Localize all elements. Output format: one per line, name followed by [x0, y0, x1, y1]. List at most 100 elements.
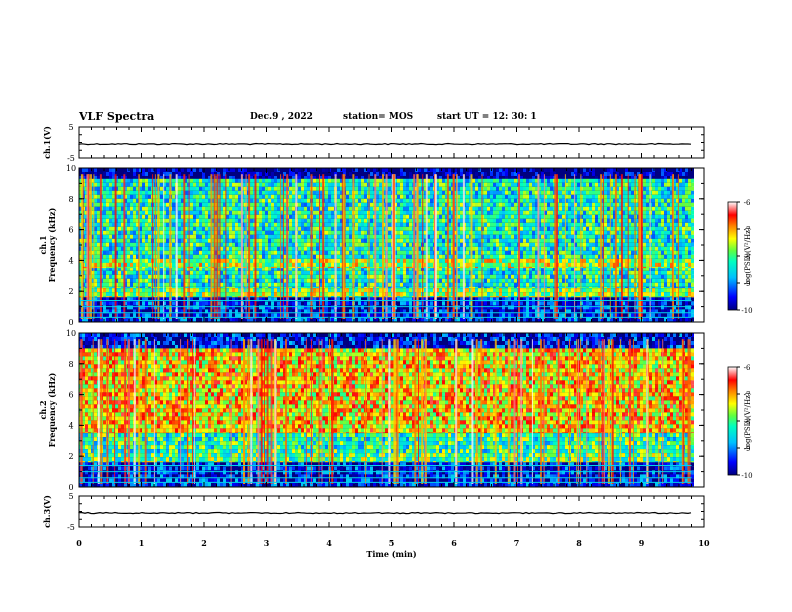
spectrogram-cell: [586, 251, 589, 255]
spectrogram-cell: [172, 207, 175, 211]
spectrogram-cell: [403, 255, 406, 259]
spectrogram-cell: [439, 199, 442, 203]
spectrogram-cell: [505, 211, 508, 215]
spectrogram-cell: [442, 183, 445, 187]
spectrogram-cell: [112, 223, 115, 227]
spectrogram-cell: [490, 211, 493, 215]
spectrogram-cell: [202, 243, 205, 247]
spectrogram-cell: [514, 251, 517, 255]
spectrogram-cell: [97, 203, 100, 207]
spectrogram-cell: [406, 211, 409, 215]
spectrogram-cell: [301, 239, 304, 243]
spectrogram-cell: [568, 168, 571, 172]
spectrogram-cell: [460, 251, 463, 255]
spectrogram-cell: [127, 227, 130, 231]
spectrogram-cell: [268, 179, 271, 183]
spectrogram-cell: [508, 219, 511, 223]
spectrogram-cell: [160, 235, 163, 239]
spectrogram-cell: [292, 255, 295, 259]
spectrogram-cell: [568, 187, 571, 191]
spectrogram-cell: [106, 251, 109, 255]
spectrogram-cell: [643, 215, 646, 219]
spectrogram-cell: [337, 239, 340, 243]
spectrogram-cell: [337, 243, 340, 247]
spectrogram-cell: [298, 176, 301, 179]
spectrogram-cell: [568, 191, 571, 195]
spectrogram-cell: [196, 199, 199, 203]
spectrogram-cell: [370, 251, 373, 255]
spectrogram-cell: [571, 207, 574, 211]
spectrogram-cell: [142, 251, 145, 255]
spectrogram-cell: [490, 191, 493, 195]
spectrogram-cell: [268, 203, 271, 207]
spectrogram-cell: [358, 199, 361, 203]
spectrogram-cell: [409, 215, 412, 219]
spectrogram-cell: [370, 239, 373, 243]
spectrogram-cell: [166, 195, 169, 199]
spectrogram-cell: [298, 172, 301, 176]
spectrogram-cell: [571, 199, 574, 203]
spectrogram-cell: [532, 176, 535, 179]
spectrogram-cell: [313, 243, 316, 247]
spectrogram-cell: [313, 235, 316, 239]
spectrogram-cell: [397, 203, 400, 207]
spectrogram-cell: [172, 255, 175, 259]
spectrogram-cell: [496, 191, 499, 195]
spectrogram-cell: [178, 183, 181, 187]
spectrogram-cell: [679, 183, 682, 187]
spectrogram-cell: [268, 223, 271, 227]
spectrogram-cell: [442, 251, 445, 255]
spectrogram-cell: [493, 176, 496, 179]
spectrogram-cell: [289, 203, 292, 207]
spectrogram-cell: [664, 247, 667, 251]
spectrogram-cell: [511, 239, 514, 243]
spectrogram-cell: [592, 239, 595, 243]
spectrogram-cell: [325, 255, 328, 259]
spectrogram-cell: [664, 227, 667, 231]
spectrogram-cell: [493, 183, 496, 187]
spectrogram-cell: [358, 179, 361, 183]
spectrogram-cell: [439, 195, 442, 199]
spectrogram-cell: [289, 211, 292, 215]
spectrogram-cell: [484, 199, 487, 203]
spectrogram-cell: [358, 255, 361, 259]
spectrogram-cell: [400, 211, 403, 215]
spectrogram-cell: [133, 215, 136, 219]
spectrogram-cell: [133, 195, 136, 199]
spectrogram-cell: [502, 179, 505, 183]
spectrogram-cell: [493, 215, 496, 219]
spectrogram-cell: [325, 223, 328, 227]
spectrogram-cell: [250, 239, 253, 243]
spectrogram-cell: [109, 211, 112, 215]
spectrogram-cell: [466, 215, 469, 219]
spectrogram-cell: [178, 199, 181, 203]
spectrogram-cell: [127, 239, 130, 243]
spectrogram-cell: [406, 172, 409, 176]
spectrogram-cell: [631, 219, 634, 223]
spectrogram-cell: [292, 191, 295, 195]
spectrogram-cell: [166, 255, 169, 259]
spectrogram-cell: [406, 247, 409, 251]
spectrogram-cell: [346, 179, 349, 183]
spectrogram-cell: [268, 183, 271, 187]
spectrogram-cell: [646, 187, 649, 191]
spectrogram-cell: [196, 211, 199, 215]
spectrogram-cell: [691, 211, 694, 215]
spectrogram-cell: [232, 223, 235, 227]
spectrogram-cell: [379, 247, 382, 251]
spectrogram-cell: [274, 215, 277, 219]
spectrogram-cell: [268, 187, 271, 191]
spectrogram-cell: [199, 187, 202, 191]
spectrogram-cell: [226, 251, 229, 255]
spectrogram-cell: [442, 247, 445, 251]
spectrogram-cell: [532, 247, 535, 251]
spectrogram-cell: [250, 243, 253, 247]
spectrogram-cell: [259, 235, 262, 239]
spectrogram-cell: [232, 179, 235, 183]
spectrogram-cell: [550, 179, 553, 183]
spectrogram-cell: [541, 239, 544, 243]
spectrogram-cell: [307, 227, 310, 231]
spectrogram-cell: [346, 223, 349, 227]
spectrogram-cell: [484, 191, 487, 195]
spectrogram-cell: [265, 187, 268, 191]
